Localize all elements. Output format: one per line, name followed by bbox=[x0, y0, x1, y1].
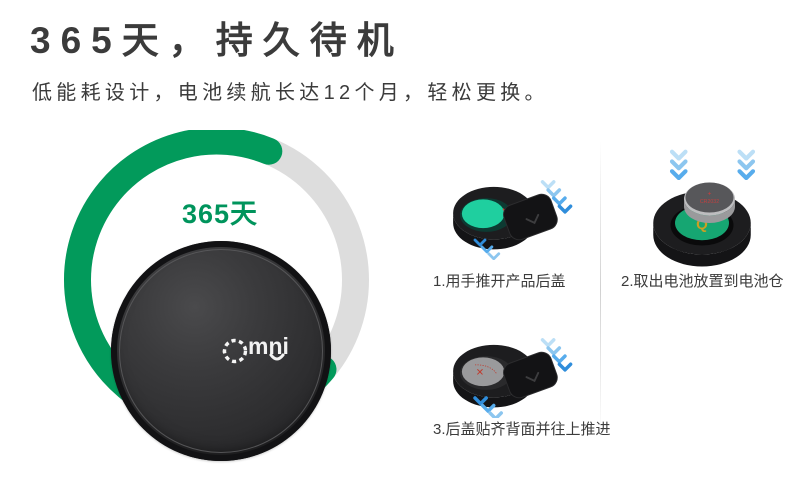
svg-text:CR2032: CR2032 bbox=[700, 199, 719, 205]
svg-text:✕: ✕ bbox=[476, 368, 484, 379]
svg-text:+: + bbox=[708, 190, 712, 197]
